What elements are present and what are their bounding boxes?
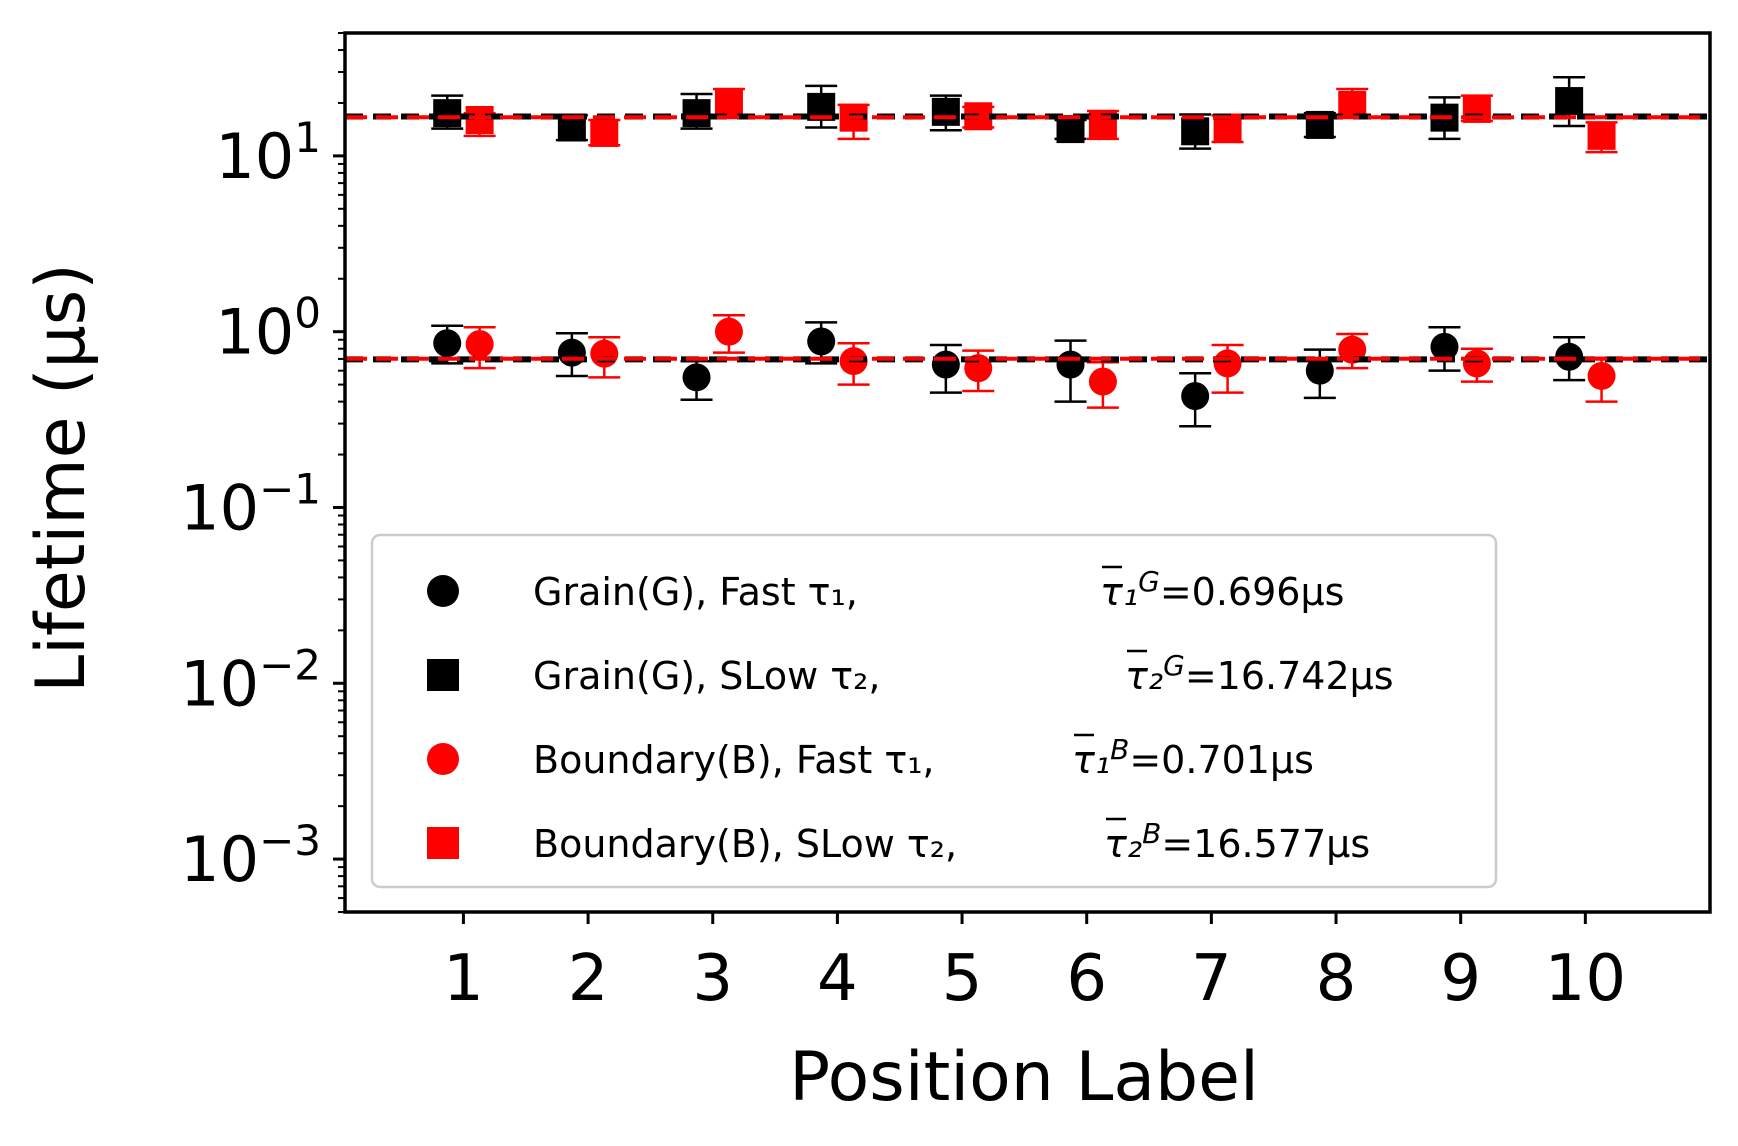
series-2 <box>431 76 1586 150</box>
mean-lines <box>345 113 1710 363</box>
y-tick-label: 10−1 <box>180 464 321 544</box>
y-axis-label: Lifetime (μs) <box>22 263 101 693</box>
y-tick-label: 101 <box>215 113 321 193</box>
data-point <box>807 327 836 356</box>
legend-label: Boundary(B), SLow τ₂, <box>533 822 957 866</box>
legend: Grain(G), Fast τ₁, τ₁G=0.696μs Grain(G), S… <box>370 533 1498 889</box>
data-point <box>1587 361 1616 390</box>
data-point <box>1430 332 1459 361</box>
y-tick-label: 100 <box>215 289 321 369</box>
x-tick-label: 10 <box>1545 942 1626 1016</box>
data-point <box>1213 349 1242 378</box>
data-point <box>931 97 960 126</box>
legend-mean: τ₂B=16.577μs <box>1104 817 1370 866</box>
data-point <box>714 317 743 346</box>
data-point <box>682 363 711 392</box>
legend-marker <box>427 575 459 607</box>
x-tick-label: 8 <box>1316 942 1357 1016</box>
data-point <box>1587 121 1616 150</box>
legend-mean: τ₁B=0.701μs <box>1072 733 1314 782</box>
x-tick-label: 2 <box>568 942 609 1016</box>
x-tick-label: 5 <box>942 942 983 1016</box>
data-point <box>1088 367 1117 396</box>
data-point <box>590 118 619 147</box>
legend-marker <box>427 743 459 775</box>
series-1 <box>431 321 1586 428</box>
data-point <box>465 330 494 359</box>
x-tick-label: 1 <box>443 942 484 1016</box>
data-point <box>557 338 586 367</box>
y-tick-label: 10−3 <box>180 816 321 896</box>
data-point <box>682 99 711 128</box>
data-point <box>1462 349 1491 378</box>
data-point <box>1305 356 1334 385</box>
data-point <box>1181 117 1210 146</box>
data-point <box>433 99 462 128</box>
series-3 <box>463 314 1618 409</box>
data-point <box>931 350 960 379</box>
data-point <box>433 329 462 358</box>
data-point <box>590 339 619 368</box>
x-axis-label: Position Label <box>789 1038 1259 1117</box>
legend-label: Grain(G), SLow τ₂, <box>533 654 880 698</box>
x-tick-label: 6 <box>1066 942 1107 1016</box>
legend-marker <box>427 827 459 859</box>
data-point <box>1056 115 1085 144</box>
legend-label: Grain(G), Fast τ₁, <box>533 570 858 614</box>
data-point <box>714 88 743 117</box>
data-point <box>1056 350 1085 379</box>
data-point <box>1181 382 1210 411</box>
legend-box <box>370 533 1498 889</box>
legend-mean: τ₂G=16.742μs <box>1125 649 1394 698</box>
y-tick-label: 10−2 <box>180 640 321 720</box>
legend-mean: τ₁G=0.696μs <box>1100 565 1344 614</box>
x-tick-label: 3 <box>692 942 733 1016</box>
data-point <box>1555 342 1584 371</box>
data-layer <box>431 76 1618 428</box>
data-point <box>1555 87 1584 116</box>
x-tick-label: 7 <box>1191 942 1232 1016</box>
legend-label: Boundary(B), Fast τ₁, <box>533 738 935 782</box>
axes: 101 100 10−1 10−2 10−3 1 2 3 4 5 6 7 8 9 10 <box>180 31 1712 1016</box>
plot-frame <box>343 31 1712 914</box>
data-point <box>465 105 494 134</box>
x-tick-label: 4 <box>817 942 858 1016</box>
legend-marker <box>427 659 459 691</box>
x-tick-label: 9 <box>1440 942 1481 1016</box>
